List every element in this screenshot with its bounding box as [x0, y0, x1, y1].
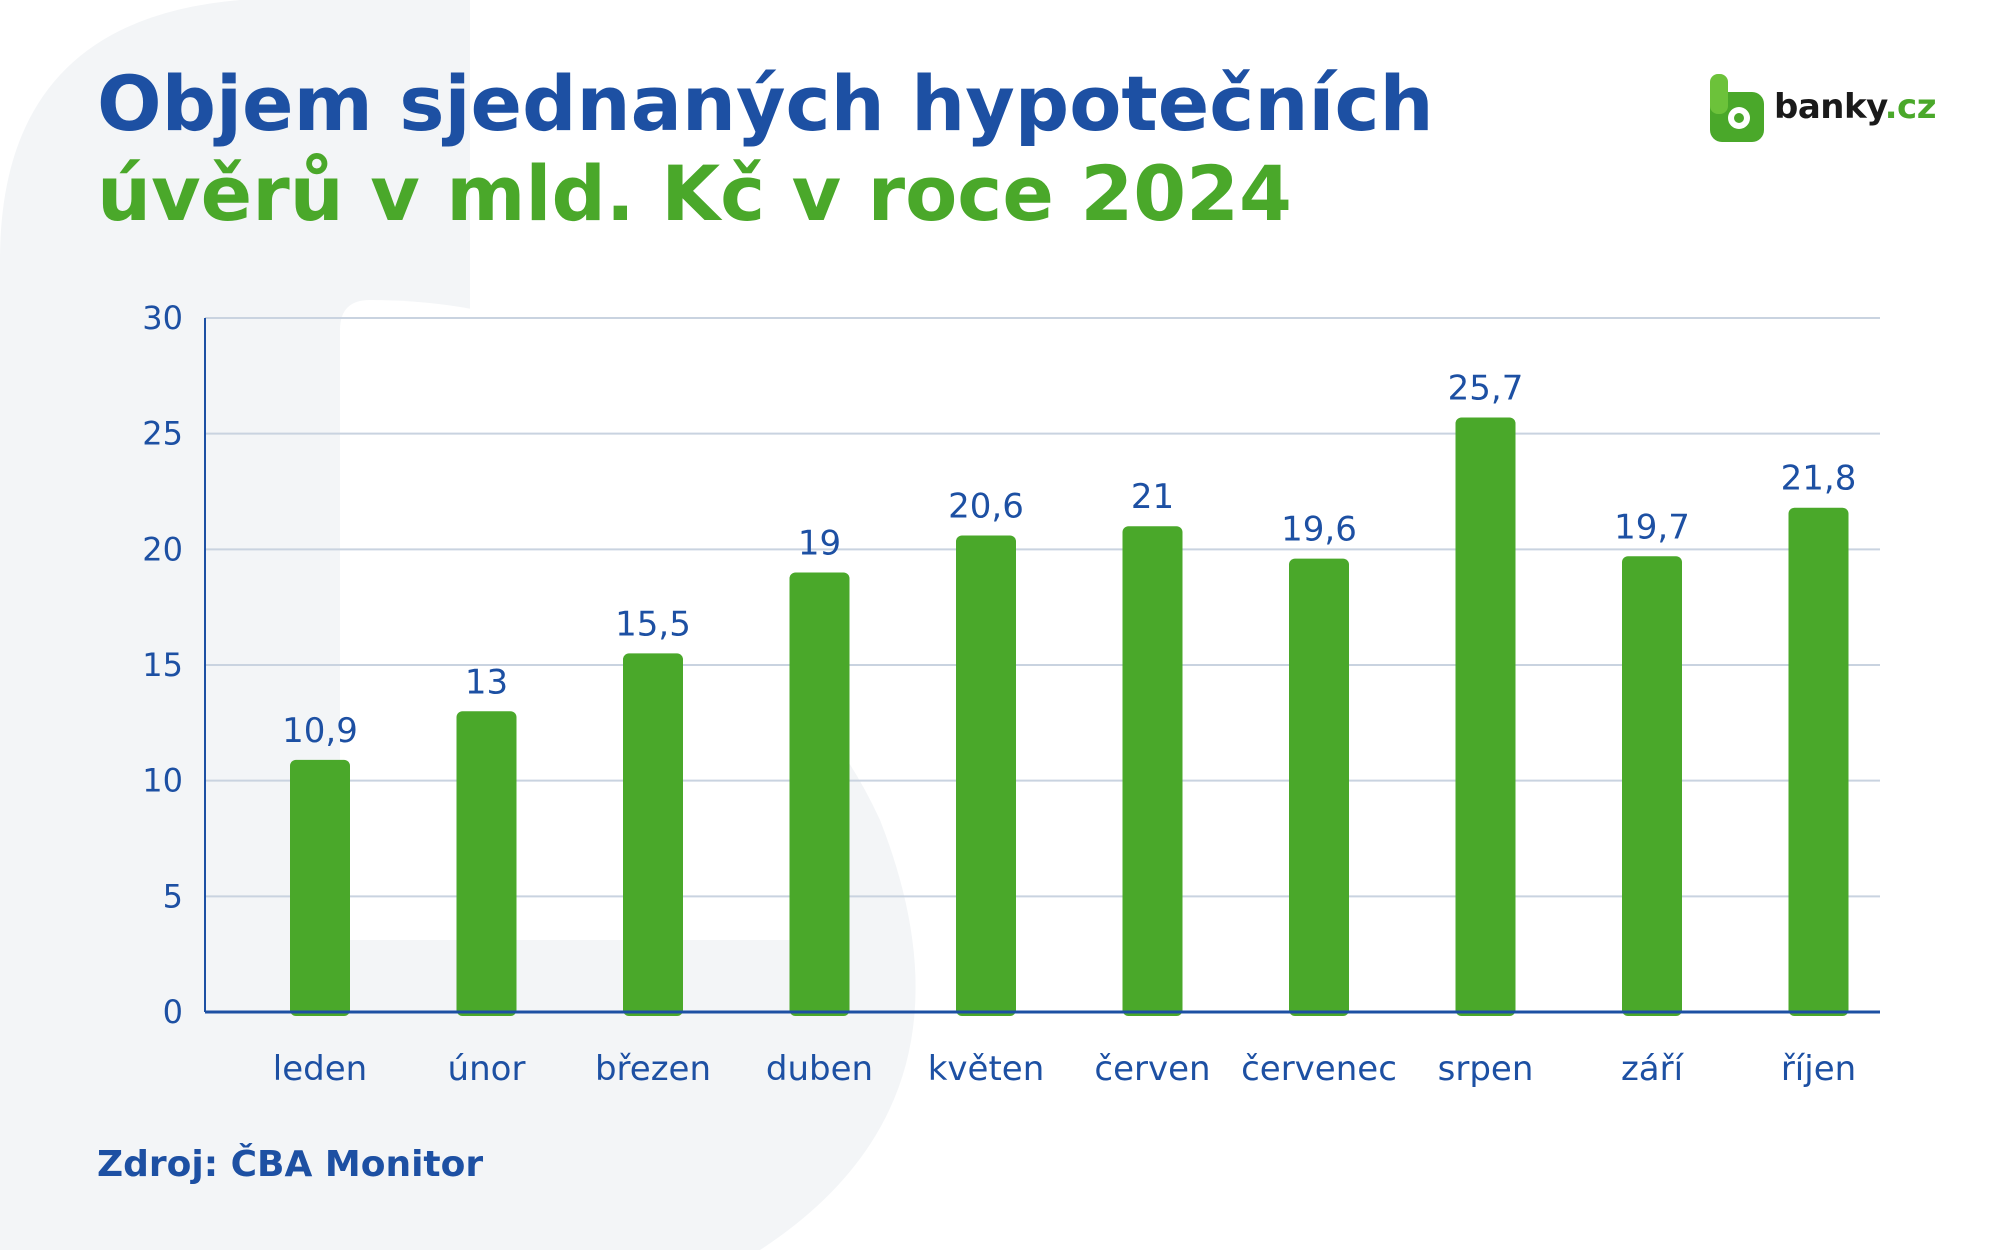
logo-name: banky [1774, 87, 1885, 127]
bar [1455, 417, 1516, 1016]
bar [456, 711, 517, 1016]
x-tick-label: srpen [1438, 1049, 1534, 1089]
bar [623, 653, 683, 1016]
chart-title: Objem sjednaných hypotečních úvěrů v mld… [97, 62, 1434, 235]
data-label: 15,5 [615, 604, 691, 644]
labels: 0 5 10 15 20 25 30 10,9 leden 13 únor 15,5 březen 19 d… [142, 299, 1856, 1089]
data-label: 20,6 [948, 486, 1024, 526]
x-tick-label: říjen [1781, 1049, 1856, 1089]
bar [290, 759, 350, 1016]
logo-suffix: .cz [1884, 87, 1937, 127]
x-tick-label: březen [595, 1049, 711, 1089]
data-label: 21 [1131, 477, 1174, 517]
logo-text: banky.cz [1774, 87, 1937, 127]
bar [1788, 507, 1849, 1016]
data-label: 10,9 [282, 711, 358, 751]
bars [290, 417, 1849, 1016]
y-tick-label: 15 [142, 646, 183, 684]
bar [1289, 558, 1349, 1016]
y-tick-label: 30 [142, 299, 183, 337]
bar [1122, 526, 1183, 1016]
banky-logo-icon [1710, 74, 1764, 142]
data-label: 13 [465, 662, 508, 702]
data-label: 21,8 [1781, 459, 1857, 499]
y-tick-label: 10 [142, 762, 183, 800]
x-tick-label: únor [448, 1049, 526, 1089]
x-tick-label: červen [1094, 1049, 1210, 1089]
y-tick-label: 5 [163, 877, 183, 915]
bar [789, 572, 850, 1016]
source-note: Zdroj: ČBA Monitor [97, 1144, 484, 1185]
data-label: 25,7 [1448, 368, 1524, 408]
axes [204, 318, 1880, 1014]
banky-logo: banky.cz [1708, 70, 1937, 144]
x-tick-label: květen [928, 1049, 1045, 1089]
x-tick-label: duben [766, 1049, 873, 1089]
x-tick-label: leden [273, 1049, 367, 1089]
y-tick-label: 20 [142, 530, 183, 568]
bar [956, 535, 1016, 1016]
y-tick-label: 25 [142, 415, 183, 453]
data-label: 19,7 [1614, 507, 1690, 547]
x-tick-label: červenec [1241, 1049, 1397, 1089]
data-label: 19,6 [1281, 510, 1357, 550]
y-tick-label: 0 [163, 993, 183, 1031]
data-label: 19 [798, 523, 841, 563]
title-line-2: úvěrů v mld. Kč v roce 2024 [97, 148, 1292, 238]
x-tick-label: září [1621, 1049, 1685, 1089]
title-line-1: Objem sjednaných hypotečních [97, 59, 1434, 148]
bar [1622, 556, 1682, 1016]
